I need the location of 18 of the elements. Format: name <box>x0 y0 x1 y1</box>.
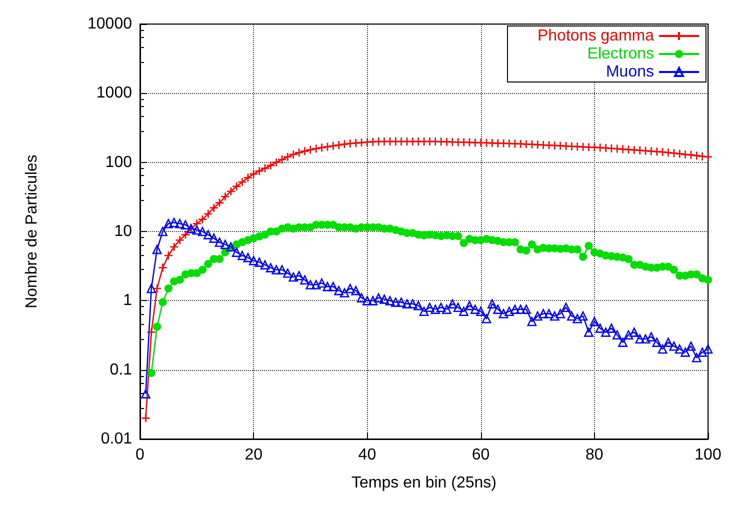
x-tick-label: 40 <box>358 446 376 464</box>
y-tick-label: 10 <box>114 223 132 240</box>
y-tick-label: 0.1 <box>110 361 132 378</box>
x-tick-label: 20 <box>244 446 263 464</box>
x-axis-title: Temps en bin (25ns) <box>352 474 496 492</box>
x-tick-label: 100 <box>694 446 722 464</box>
legend-label: Photons gamma <box>537 28 654 44</box>
x-tick-label: 0 <box>136 446 145 464</box>
legend-label: Electrons <box>587 46 654 62</box>
y-axis-title: Nombre de Particules <box>24 154 40 308</box>
y-tick-label: 1000 <box>96 84 132 102</box>
legend-label: Muons <box>606 64 654 80</box>
x-tick-label: 60 <box>472 446 490 464</box>
y-tick-label: 100 <box>105 154 132 171</box>
y-tick-label: 0.01 <box>100 430 132 448</box>
y-tick-label: 10000 <box>88 16 132 32</box>
y-tick-label: 1 <box>123 292 132 310</box>
x-tick-label: 80 <box>586 446 604 464</box>
